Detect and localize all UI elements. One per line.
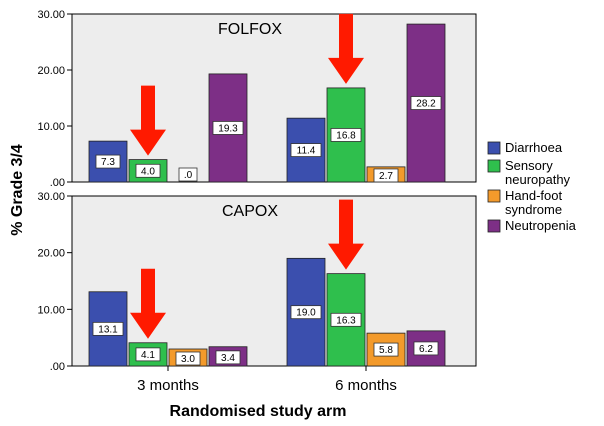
value-label-box: [135, 163, 161, 178]
value-label: 7.3: [101, 157, 115, 168]
value-label: 6.2: [419, 344, 433, 355]
y-tick-label: 20.00: [37, 248, 65, 260]
value-label: 13.1: [98, 324, 118, 335]
legend-label: Neutropenia: [505, 218, 577, 233]
y-tick-label: 10.00: [37, 304, 65, 316]
value-label-box: [413, 341, 439, 356]
value-label: 3.0: [181, 354, 195, 365]
value-label: 19.3: [218, 123, 238, 134]
legend-label: Hand-foot syndrome: [505, 188, 562, 217]
panel-title: FOLFOX: [218, 21, 282, 38]
highlight-arrow: [328, 199, 364, 270]
x-axis-title: Randomised study arm: [170, 403, 347, 420]
value-label-box: [95, 154, 121, 169]
value-label: 16.8: [336, 130, 356, 141]
legend-swatch: [487, 219, 501, 233]
value-label-box: [175, 351, 201, 366]
value-label: 4.0: [141, 166, 155, 177]
value-label-box: [410, 96, 442, 110]
y-tick-label: 30.00: [37, 191, 65, 203]
legend-swatch: [487, 159, 501, 173]
highlight-arrow: [130, 85, 166, 156]
highlight-arrow: [130, 268, 166, 339]
value-label-box: [290, 305, 322, 320]
panel-title: CAPOX: [222, 203, 278, 220]
value-label-box: [178, 167, 198, 182]
highlight-arrow: [328, 13, 364, 84]
value-label-box: [373, 342, 399, 357]
value-label: 11.4: [297, 146, 316, 157]
value-label: 28.2: [416, 99, 436, 110]
panel-capox: .00 10.00 20.00 30.00 CAPOX 13.1 4.1 3.0 3.4 19.0…: [37, 191, 477, 373]
y-tick-label: 10.00: [37, 121, 65, 133]
value-label: 5.8: [379, 345, 393, 356]
y-tick-label: 20.00: [37, 65, 65, 77]
value-label-box: [330, 128, 362, 142]
x-category-label: 6 months: [335, 377, 397, 394]
value-label-box: [373, 168, 399, 183]
value-label: 19.0: [296, 308, 316, 319]
x-category-label: 3 months: [137, 377, 199, 394]
y-axis-title: % Grade 3/4: [9, 144, 26, 236]
value-label: 3.4: [221, 353, 235, 364]
value-label: .0: [184, 170, 193, 181]
legend-swatch: [487, 141, 501, 155]
value-label-box: [215, 350, 241, 365]
value-label-box: [290, 143, 322, 157]
value-label: 2.7: [379, 171, 393, 182]
legend-swatch: [487, 189, 501, 203]
y-tick-label: 30.00: [37, 9, 65, 21]
legend-label: Diarrhoea: [505, 140, 563, 155]
value-label-box: [330, 312, 362, 327]
panel-folfox: .00 10.00 20.00 30.00 FOLFOX 7.3 4.0 .0 19.3 11.4…: [37, 9, 477, 189]
value-label-box: [92, 321, 124, 336]
value-label-box: [212, 121, 244, 135]
y-tick-label: .00: [50, 177, 65, 189]
value-label-box: [135, 347, 161, 362]
value-label: 16.3: [336, 315, 356, 326]
value-label: 4.1: [141, 350, 155, 361]
legend-label: Sensory neuropathy: [505, 158, 571, 187]
y-tick-label: .00: [50, 361, 65, 373]
